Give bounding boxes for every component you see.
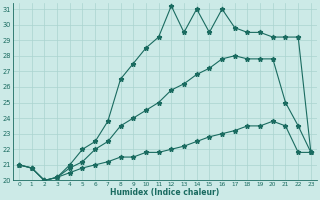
X-axis label: Humidex (Indice chaleur): Humidex (Indice chaleur) xyxy=(110,188,220,197)
